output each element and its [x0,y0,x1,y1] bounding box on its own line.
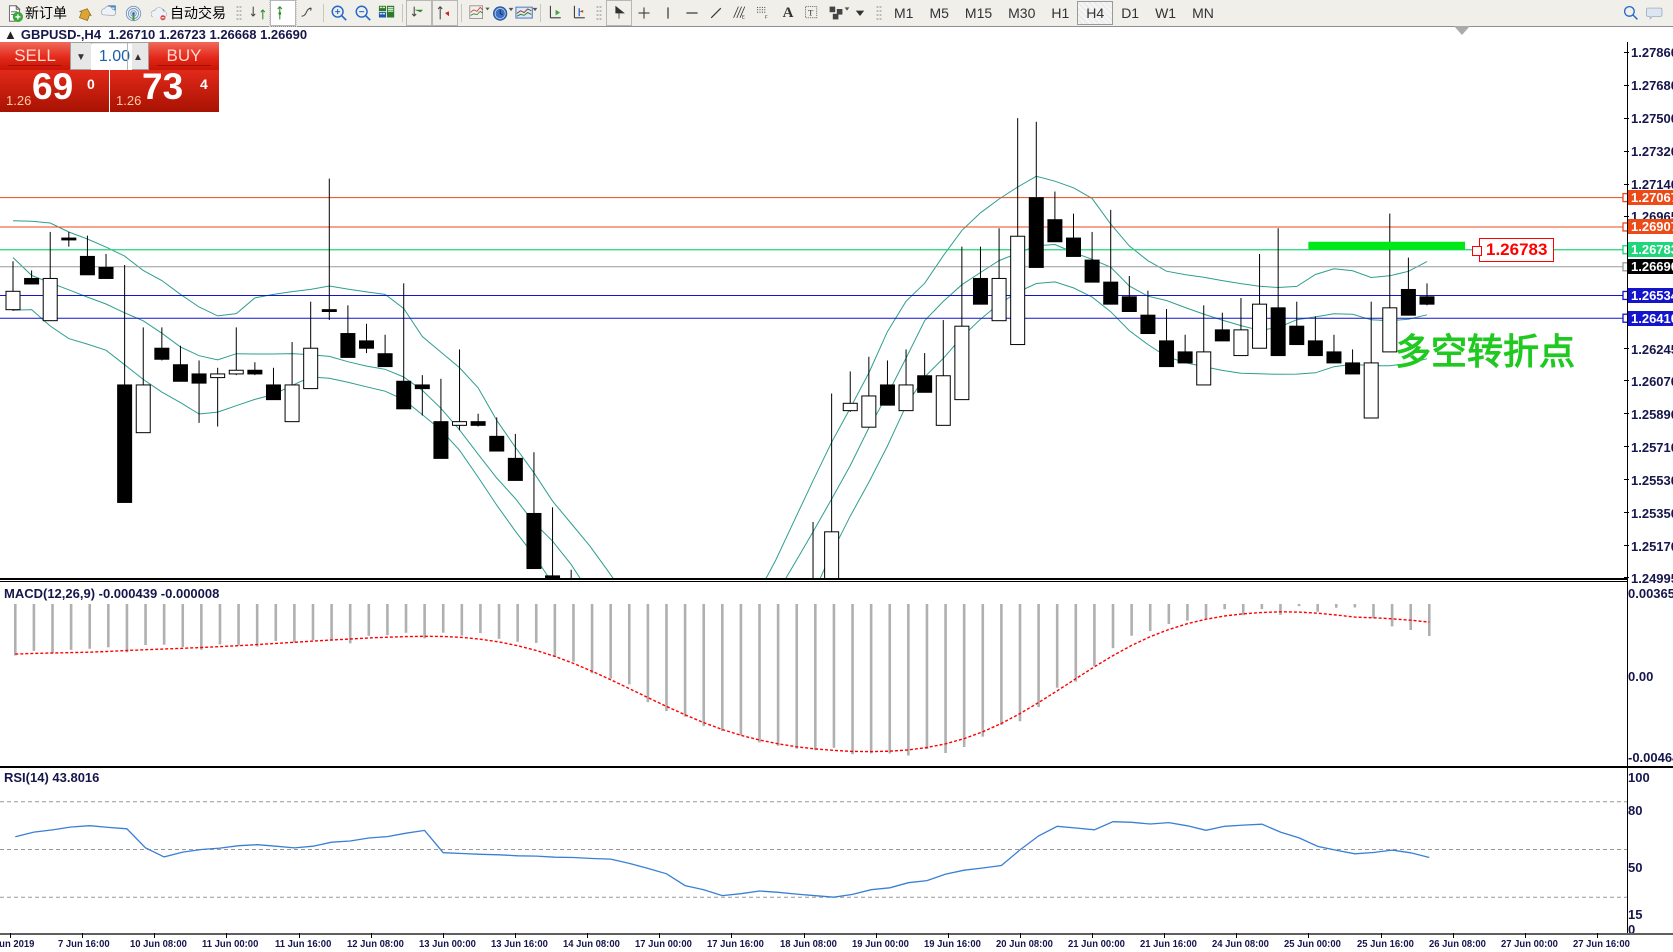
svg-text:T: T [808,7,814,17]
svg-text:E: E [742,15,745,21]
svg-text:F: F [765,15,768,21]
